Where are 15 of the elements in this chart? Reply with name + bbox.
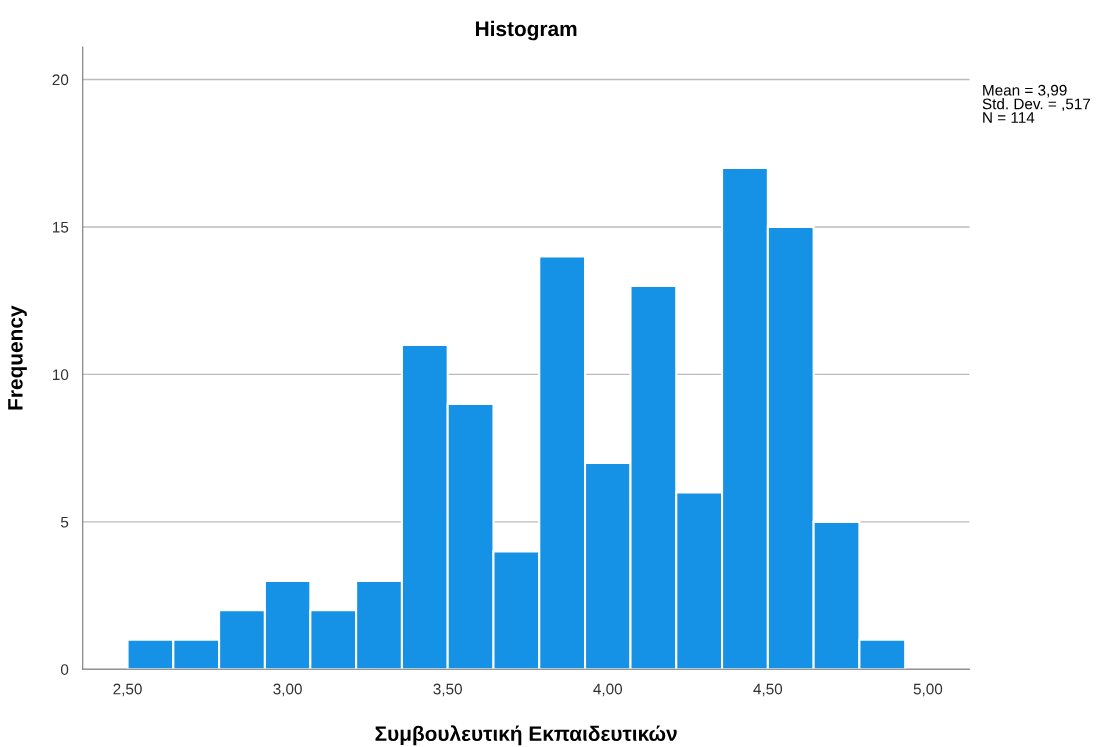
x-tick-label: 4,00	[593, 683, 623, 697]
x-tick-label: 3,50	[433, 683, 462, 697]
x-tick-label: 5,00	[913, 683, 943, 697]
x-axis-title: Συμβουλευτική Εκπαιδευτικών	[375, 725, 677, 746]
text: Mean = 3,99 Std. Dev. = ,517 N = 114	[982, 84, 1091, 123]
y-tick-label: 20	[52, 74, 69, 86]
y-tick-label: 0	[60, 664, 69, 675]
y-tick-label: 15	[53, 221, 69, 233]
y-axis-title: Frequency	[8, 305, 27, 410]
chart-title: Histogram	[476, 20, 577, 41]
y-tick-label: 10	[53, 369, 69, 381]
x-tick-label: 3,00	[273, 683, 302, 697]
y-tick-label: 5	[60, 516, 69, 528]
x-tick-label: 2,50	[113, 683, 142, 697]
x-tick-label: 4,50	[753, 683, 783, 697]
